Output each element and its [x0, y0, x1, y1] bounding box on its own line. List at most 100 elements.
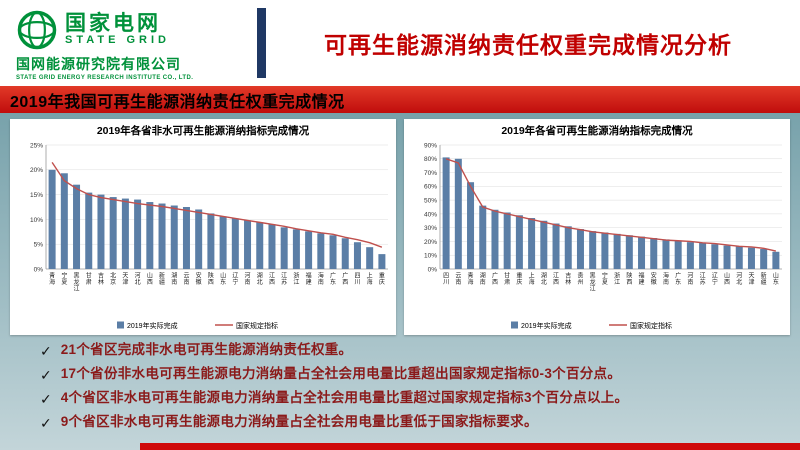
svg-text:2019年实际完成: 2019年实际完成	[521, 321, 572, 330]
bullet-item: ✓ 17个省份非水电可再生能源电力消纳量占全社会用电量比重超出国家规定指标0-3…	[40, 365, 774, 385]
svg-text:宁夏: 宁夏	[602, 272, 608, 287]
svg-text:云南: 云南	[455, 273, 461, 287]
svg-text:20%: 20%	[424, 239, 437, 246]
brand-name-en: STATE GRID	[65, 34, 170, 47]
bullet-item: ✓ 9个省区非水电可再生能源电力消纳量占全社会用电量比重低于国家指标要求。	[40, 413, 774, 433]
svg-text:江西: 江西	[269, 273, 275, 287]
svg-text:四川: 四川	[354, 273, 360, 287]
page-title: 可再生能源消纳责任权重完成情况分析	[324, 32, 732, 58]
svg-text:甘肃: 甘肃	[86, 272, 92, 287]
svg-text:10%: 10%	[30, 217, 43, 224]
svg-text:国家规定指标: 国家规定指标	[236, 321, 278, 330]
svg-text:青海: 青海	[49, 272, 55, 287]
svg-text:吉林: 吉林	[98, 273, 104, 287]
bullet-text: 9个省区非水电可再生能源电力消纳量占全社会用电量比重低于国家指标要求。	[60, 413, 538, 429]
svg-text:江西: 江西	[553, 273, 559, 287]
svg-text:河南: 河南	[245, 272, 251, 287]
svg-text:0%: 0%	[34, 266, 44, 273]
svg-text:15%: 15%	[30, 192, 43, 199]
svg-text:70%: 70%	[424, 170, 437, 177]
svg-text:湖南: 湖南	[171, 272, 177, 287]
svg-text:江苏: 江苏	[281, 273, 287, 287]
svg-text:安徽: 安徽	[651, 272, 657, 287]
svg-text:10%: 10%	[424, 253, 437, 260]
svg-text:北京: 北京	[110, 272, 116, 287]
svg-text:福建: 福建	[639, 272, 645, 287]
svg-text:河北: 河北	[736, 272, 742, 287]
svg-text:海南: 海南	[663, 272, 669, 287]
bullet-list: ✓ 21个省区完成非水电可再生能源消纳责任权重。 ✓ 17个省份非水电可再生能源…	[0, 335, 800, 433]
nonhydro-renewables-chart: 2019年各省非水可再生能源消纳指标完成情况 0% 5% 10% 15% 20% 25% 青海…	[30, 124, 388, 330]
svg-text:30%: 30%	[424, 225, 437, 232]
svg-text:80%: 80%	[424, 156, 437, 163]
svg-text:山东: 山东	[220, 272, 226, 287]
header: 国家电网 STATE GRID 国网能源研究院有限公司 STATE GRID E…	[0, 0, 800, 86]
svg-text:云南: 云南	[183, 273, 189, 287]
svg-text:60%: 60%	[424, 184, 437, 191]
svg-text:辽宁: 辽宁	[232, 272, 238, 287]
svg-text:安徽: 安徽	[196, 272, 202, 287]
svg-text:宁夏: 宁夏	[61, 272, 67, 287]
svg-text:河南: 河南	[687, 272, 693, 287]
svg-text:重庆: 重庆	[516, 272, 522, 287]
svg-text:浙江: 浙江	[614, 272, 620, 287]
svg-text:吉林: 吉林	[565, 273, 571, 287]
svg-text:山西: 山西	[724, 272, 730, 287]
bullet-text: 17个省份非水电可再生能源电力消纳量占全社会用电量比重超出国家规定指标0-3个百…	[60, 365, 622, 381]
bullet-text: 21个省区完成非水电可再生能源消纳责任权重。	[60, 342, 353, 357]
check-icon: ✓	[40, 414, 52, 431]
logo-block: 国家电网 STATE GRID 国网能源研究院有限公司 STATE GRID E…	[0, 5, 251, 81]
company-name-en: STATE GRID ENERGY RESEARCH INSTITUTE CO.…	[16, 75, 194, 81]
svg-text:天津: 天津	[748, 273, 754, 287]
svg-text:贵州: 贵州	[577, 272, 583, 287]
svg-text:90%: 90%	[424, 142, 437, 149]
chart-panel-nonhydro: 2019年各省非水可再生能源消纳指标完成情况 0% 5% 10% 15% 20% 25% 青海…	[10, 119, 396, 335]
state-grid-logo-icon	[17, 10, 57, 50]
brand-name: 国家电网	[65, 12, 161, 36]
svg-text:四川: 四川	[443, 273, 449, 287]
svg-text:2019年各省可再生能源消纳指标完成情况: 2019年各省可再生能源消纳指标完成情况	[501, 124, 693, 137]
svg-text:上海: 上海	[529, 272, 535, 287]
svg-text:广东: 广东	[675, 272, 681, 287]
svg-text:陕西: 陕西	[626, 272, 632, 287]
svg-text:新疆: 新疆	[761, 272, 767, 287]
svg-text:甘肃: 甘肃	[504, 272, 510, 287]
svg-text:辽宁: 辽宁	[712, 272, 718, 287]
company-name: 国网能源研究院有限公司	[16, 56, 181, 72]
svg-text:0%: 0%	[428, 266, 438, 273]
svg-text:青海: 青海	[468, 272, 474, 287]
svg-text:浙江: 浙江	[293, 272, 299, 287]
section-banner-text: 2019年我国可再生能源消纳责任权重完成情况	[10, 93, 345, 111]
svg-text:2019年实际完成: 2019年实际完成	[127, 321, 178, 330]
slide-body: 2019年各省非水可再生能源消纳指标完成情况 0% 5% 10% 15% 20% 25% 青海…	[0, 113, 800, 450]
svg-text:新疆: 新疆	[159, 272, 165, 287]
section-banner: 2019年我国可再生能源消纳责任权重完成情况	[0, 86, 800, 113]
svg-text:广东: 广东	[330, 272, 336, 287]
charts-row: 2019年各省非水可再生能源消纳指标完成情况 0% 5% 10% 15% 20% 25% 青海…	[0, 113, 800, 335]
svg-text:湖南: 湖南	[480, 272, 486, 287]
svg-text:海南: 海南	[318, 272, 324, 287]
svg-text:河北: 河北	[135, 272, 141, 287]
svg-text:5%: 5%	[34, 242, 44, 249]
svg-text:陕西: 陕西	[208, 272, 214, 287]
check-icon: ✓	[40, 390, 52, 407]
svg-text:湖北: 湖北	[541, 272, 547, 287]
svg-text:20%: 20%	[30, 167, 43, 174]
svg-text:天津: 天津	[122, 273, 128, 287]
bullet-text: 4个省区非水电可再生能源电力消纳量占全社会用电量比重超过国家规定指标3个百分点以…	[60, 389, 629, 405]
svg-text:山东: 山东	[773, 272, 779, 287]
check-icon: ✓	[40, 343, 52, 359]
bullet-item: ✓ 4个省区非水电可再生能源电力消纳量占全社会用电量比重超过国家规定指标3个百分…	[40, 389, 774, 409]
svg-text:江苏: 江苏	[700, 273, 706, 287]
svg-text:2019年各省非水可再生能源消纳指标完成情况: 2019年各省非水可再生能源消纳指标完成情况	[97, 124, 310, 137]
svg-text:上海: 上海	[367, 272, 373, 287]
svg-text:黑龙江: 黑龙江	[590, 273, 596, 293]
renewables-chart: 2019年各省可再生能源消纳指标完成情况 0% 10% 20% 30% 40% 50% 60%…	[424, 124, 782, 330]
header-divider	[257, 8, 266, 78]
check-icon: ✓	[40, 366, 52, 383]
svg-text:山西: 山西	[147, 272, 153, 287]
svg-text:50%: 50%	[424, 198, 437, 205]
svg-text:福建: 福建	[306, 272, 312, 287]
svg-text:湖北: 湖北	[257, 272, 263, 287]
